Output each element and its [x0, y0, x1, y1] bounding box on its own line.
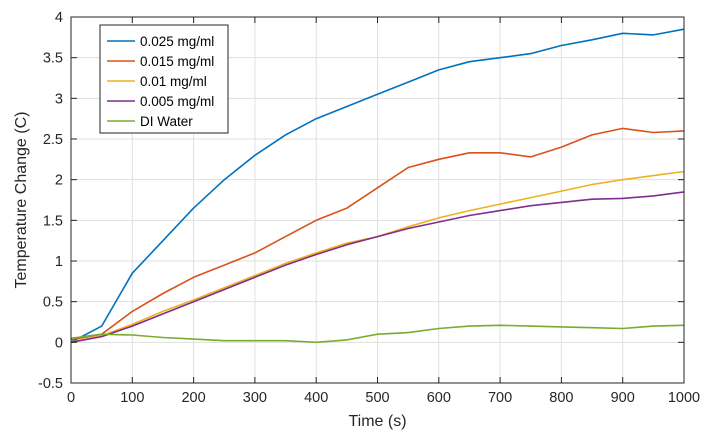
y-tick-label: 3: [55, 91, 63, 107]
x-tick-label: 600: [427, 390, 451, 406]
y-tick-label: 3.5: [43, 51, 63, 67]
series-line: [70, 127, 685, 341]
series-line: [70, 28, 685, 344]
y-tick-label: -0.5: [38, 376, 63, 392]
legend-label: DI Water: [140, 114, 193, 129]
y-tick-label: 1.5: [43, 213, 63, 229]
y-tick-labels: -0.5 0 0.5 1 1.5 2 2.5 3 3.5 4: [38, 10, 63, 392]
x-tick-label: 300: [243, 390, 267, 406]
y-tick-label: 2.5: [43, 132, 63, 148]
y-tick-label: 4: [55, 10, 63, 26]
y-tick-label: 0.5: [43, 295, 63, 311]
legend-label: 0.025 mg/ml: [140, 34, 214, 49]
legend: 0.025 mg/ml 0.015 mg/ml 0.01 mg/ml 0.005 mg…: [99, 24, 229, 134]
x-tick-label: 100: [120, 390, 144, 406]
legend-box: [99, 24, 229, 134]
x-axis-title: Time (s): [348, 413, 406, 430]
x-tick-label: 800: [549, 390, 573, 406]
x-tick-label: 900: [611, 390, 635, 406]
y-axis-title: Temperature Change (C): [13, 112, 30, 289]
series-line: [70, 324, 685, 344]
y-tick-label: 1: [55, 254, 63, 270]
y-tick-label: 0: [55, 335, 63, 351]
series-line: [70, 191, 685, 344]
legend-label: 0.005 mg/ml: [140, 94, 214, 109]
x-tick-label: 200: [181, 390, 205, 406]
legend-label: 0.01 mg/ml: [140, 74, 207, 89]
x-tick-label: 500: [365, 390, 389, 406]
x-tick-label: 1000: [668, 390, 700, 406]
series-lines: [70, 28, 685, 344]
x-tick-label: 700: [488, 390, 512, 406]
x-tick-label: 400: [304, 390, 328, 406]
axis-ticks: [70, 16, 685, 384]
legend-label: 0.015 mg/ml: [140, 54, 214, 69]
x-tick-labels: 0 100 200 300 400 500 600 700 800 900 1000: [67, 390, 700, 406]
y-tick-label: 2: [55, 173, 63, 189]
x-tick-label: 0: [67, 390, 75, 406]
